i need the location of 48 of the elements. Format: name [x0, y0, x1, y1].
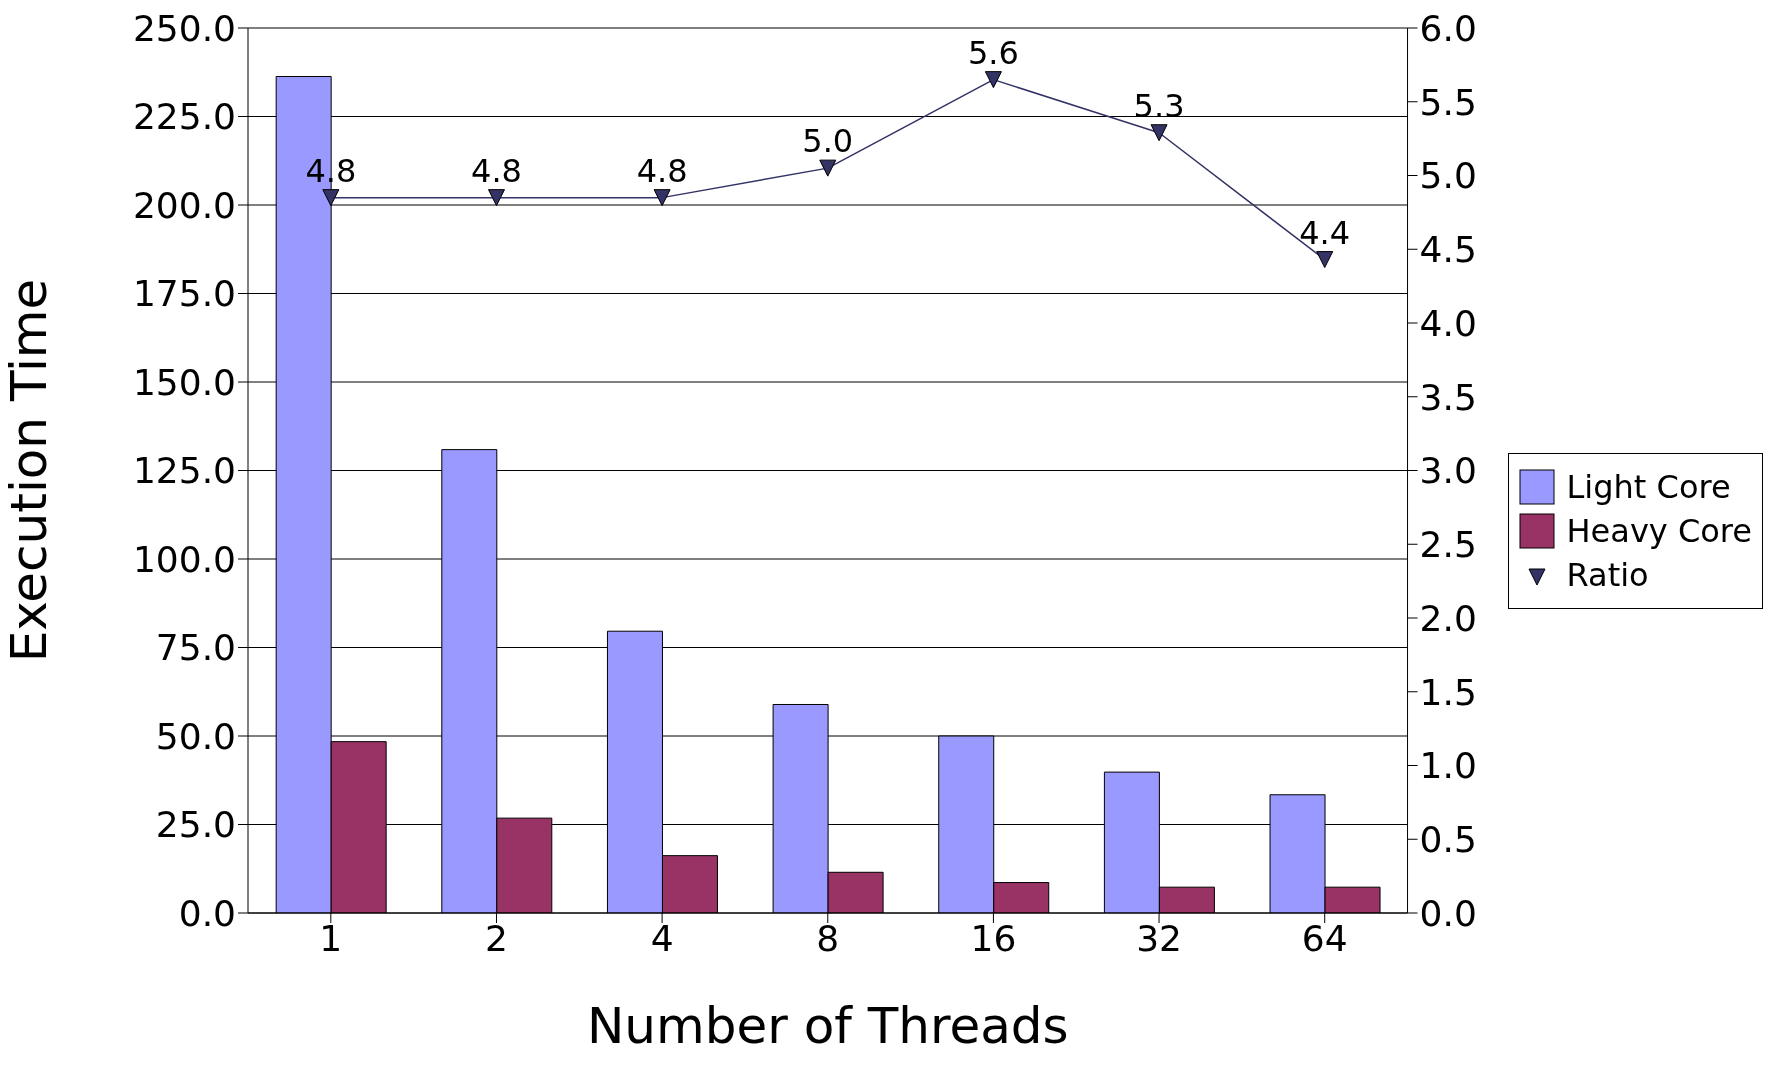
y-tick-label: 75.0 — [155, 627, 236, 669]
y-tick-label: 25.0 — [155, 804, 236, 846]
y-tick-label: 200.0 — [132, 184, 236, 226]
y2-tick-label: 6.0 — [1419, 7, 1477, 49]
x-tick-label: 8 — [816, 917, 840, 959]
y-tick-label: 250.0 — [132, 7, 236, 49]
point — [1316, 251, 1334, 269]
y2-tick-label: 1.0 — [1419, 745, 1477, 787]
x-tick-label: 4 — [650, 917, 674, 959]
point — [487, 189, 505, 207]
legend-label: Ratio — [1566, 555, 1649, 594]
y-tick-label: 0.0 — [178, 892, 236, 934]
y2-tick-label: 4.5 — [1419, 229, 1477, 271]
x-tick-label: 1 — [319, 917, 343, 959]
x-axis-title: Number of Threads — [586, 997, 1069, 1055]
point — [322, 189, 340, 207]
y2-tick-label: 4.0 — [1419, 302, 1477, 344]
data-label: 5.0 — [802, 122, 854, 161]
y2-tick-label: 3.5 — [1419, 376, 1477, 418]
y-tick-label: 225.0 — [132, 96, 236, 138]
legend-label: Heavy Core — [1566, 511, 1752, 550]
y-tick-label: 150.0 — [132, 361, 236, 403]
y2-tick-label: 5.0 — [1419, 155, 1477, 197]
y2-tick-label: 1.5 — [1419, 671, 1477, 713]
y-tick-label: 125.0 — [132, 450, 236, 492]
x-tick-label: 2 — [485, 917, 508, 959]
point — [1150, 124, 1168, 142]
y2-tick-label: 2.0 — [1419, 597, 1477, 639]
y-tick-label: 175.0 — [132, 273, 236, 315]
y2-tick-label: 5.5 — [1419, 81, 1477, 123]
y-tick-label: 100.0 — [132, 538, 236, 580]
data-label: 4.4 — [1299, 213, 1351, 252]
y-tick-label: 50.0 — [155, 715, 236, 757]
x-tick-label: 32 — [1136, 917, 1182, 959]
x-tick-label: 16 — [970, 917, 1017, 959]
data-label: 5.6 — [967, 33, 1019, 72]
point — [653, 189, 671, 207]
y-axis-title: Execution Time — [0, 278, 58, 663]
point — [819, 159, 837, 177]
y2-tick-label: 0.0 — [1419, 892, 1477, 934]
y2-tick-label: 2.5 — [1419, 524, 1477, 566]
x-tick-label: 64 — [1301, 917, 1348, 959]
y2-tick-label: 3.0 — [1419, 450, 1477, 492]
point — [984, 71, 1002, 89]
legend-label: Light Core — [1566, 467, 1731, 506]
data-label: 4.8 — [471, 151, 522, 190]
data-label: 4.8 — [636, 151, 688, 190]
y2-tick-label: 0.5 — [1419, 819, 1477, 861]
